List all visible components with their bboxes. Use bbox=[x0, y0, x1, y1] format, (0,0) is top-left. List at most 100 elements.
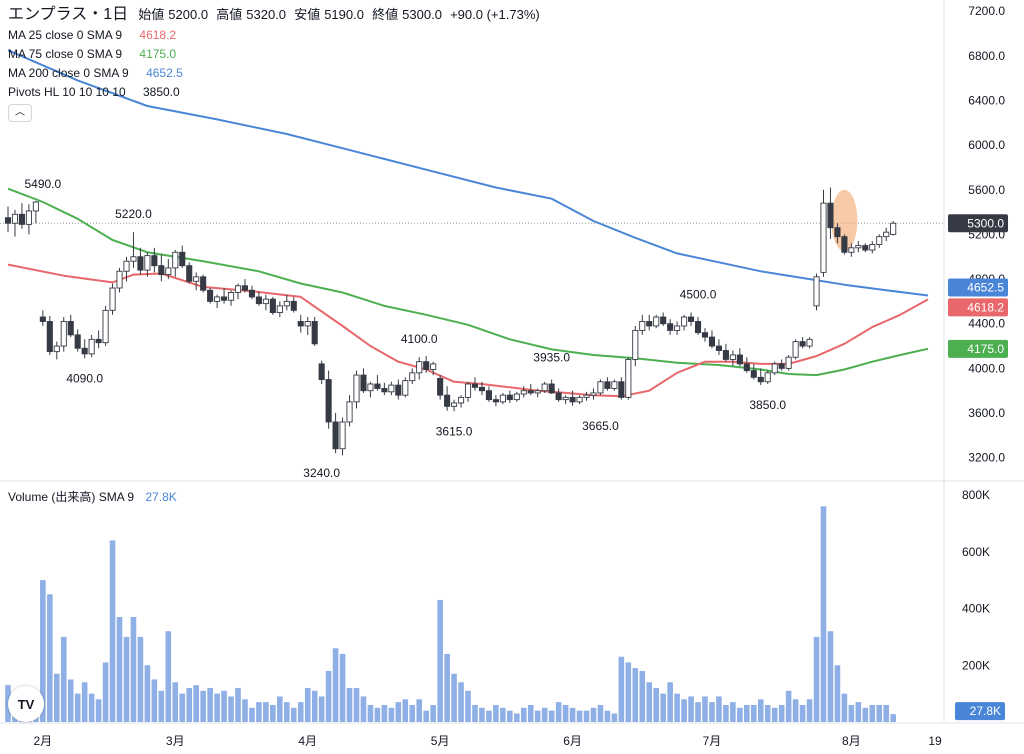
candle-body[interactable] bbox=[88, 338, 95, 355]
candle-body[interactable] bbox=[869, 244, 876, 251]
candle-body[interactable] bbox=[890, 222, 897, 235]
candle-body[interactable] bbox=[562, 396, 569, 401]
candle-body[interactable] bbox=[186, 265, 193, 282]
candle-body[interactable] bbox=[255, 296, 262, 305]
candle-body[interactable] bbox=[444, 394, 451, 407]
candle-body[interactable] bbox=[123, 260, 130, 272]
candle-body[interactable] bbox=[674, 325, 681, 331]
volume-legend[interactable]: Volume (出来高) SMA 9 27.8K bbox=[8, 488, 177, 505]
candle-body[interactable] bbox=[799, 341, 806, 347]
candle-body[interactable] bbox=[841, 236, 848, 253]
candle-body[interactable] bbox=[437, 377, 444, 396]
candle-body[interactable] bbox=[18, 213, 25, 225]
candle-body[interactable] bbox=[520, 390, 527, 395]
tradingview-logo[interactable]: TV bbox=[8, 686, 44, 722]
candle-body[interactable] bbox=[576, 396, 583, 403]
candle-body[interactable] bbox=[527, 390, 534, 394]
candle-body[interactable] bbox=[283, 300, 290, 307]
candle-body[interactable] bbox=[583, 394, 590, 398]
candle-body[interactable] bbox=[555, 392, 562, 401]
candle-body[interactable] bbox=[513, 393, 520, 401]
candle-body[interactable] bbox=[471, 383, 479, 388]
candle-body[interactable] bbox=[200, 276, 207, 291]
symbol-title[interactable]: エンプラス・1日 bbox=[8, 6, 129, 23]
candle-body[interactable] bbox=[458, 396, 465, 404]
candle-body[interactable] bbox=[611, 381, 618, 389]
candle-body[interactable] bbox=[172, 251, 179, 269]
candle-body[interactable] bbox=[771, 363, 778, 374]
candle-body[interactable] bbox=[269, 298, 276, 314]
candle-body[interactable] bbox=[694, 321, 702, 334]
candle-body[interactable] bbox=[736, 354, 743, 365]
candle-body[interactable] bbox=[158, 265, 165, 276]
candle-body[interactable] bbox=[785, 356, 792, 369]
candle-body[interactable] bbox=[478, 386, 486, 392]
candle-body[interactable] bbox=[25, 210, 32, 225]
candle-body[interactable] bbox=[109, 287, 116, 311]
candle-body[interactable] bbox=[764, 372, 771, 383]
candle-body[interactable] bbox=[827, 202, 834, 229]
candle-body[interactable] bbox=[339, 421, 346, 450]
candle-body[interactable] bbox=[667, 323, 674, 331]
candle-body[interactable] bbox=[820, 202, 827, 273]
candle-body[interactable] bbox=[297, 321, 304, 327]
candle-body[interactable] bbox=[430, 363, 437, 370]
candle-body[interactable] bbox=[409, 372, 416, 382]
candle-body[interactable] bbox=[46, 321, 53, 353]
candle-body[interactable] bbox=[646, 321, 653, 327]
candle-body[interactable] bbox=[395, 384, 402, 396]
candle-body[interactable] bbox=[95, 338, 102, 344]
candle-body[interactable] bbox=[590, 392, 597, 396]
candle-body[interactable] bbox=[402, 380, 409, 396]
candle-body[interactable] bbox=[862, 245, 869, 251]
candle-body[interactable] bbox=[4, 217, 12, 224]
candle-body[interactable] bbox=[311, 321, 318, 345]
candle-body[interactable] bbox=[39, 316, 46, 322]
candle-body[interactable] bbox=[227, 292, 235, 301]
candle-body[interactable] bbox=[506, 394, 513, 401]
chevron-up-icon[interactable]: ︿ bbox=[8, 104, 32, 122]
candle-body[interactable] bbox=[688, 316, 695, 322]
candle-body[interactable] bbox=[234, 285, 242, 293]
candle-body[interactable] bbox=[541, 383, 548, 392]
candle-body[interactable] bbox=[722, 350, 729, 360]
candle-body[interactable] bbox=[597, 381, 604, 394]
candle-body[interactable] bbox=[248, 289, 256, 298]
candle-body[interactable] bbox=[492, 399, 499, 403]
candle-body[interactable] bbox=[165, 267, 172, 276]
candle-body[interactable] bbox=[346, 401, 353, 423]
candle-body[interactable] bbox=[81, 347, 88, 355]
candle-body[interactable] bbox=[360, 374, 367, 392]
candle-body[interactable] bbox=[708, 336, 716, 347]
candle-body[interactable] bbox=[241, 285, 249, 291]
candle-body[interactable] bbox=[451, 402, 458, 407]
candle-body[interactable] bbox=[848, 247, 855, 253]
candle-body[interactable] bbox=[318, 363, 325, 380]
candle-body[interactable] bbox=[67, 321, 74, 336]
candle-body[interactable] bbox=[144, 255, 151, 271]
candle-body[interactable] bbox=[207, 289, 214, 302]
candle-body[interactable] bbox=[464, 383, 472, 398]
candle-body[interactable] bbox=[813, 276, 820, 307]
indicator-ma200[interactable]: MA 200 close 0 SMA 9 4652.5 bbox=[8, 64, 544, 83]
candle-body[interactable] bbox=[367, 383, 374, 392]
candle-body[interactable] bbox=[499, 394, 506, 403]
candle-body[interactable] bbox=[625, 358, 632, 398]
candle-body[interactable] bbox=[485, 390, 492, 401]
candle-body[interactable] bbox=[116, 270, 123, 289]
candle-body[interactable] bbox=[32, 201, 39, 212]
candle-body[interactable] bbox=[388, 384, 395, 393]
candle-body[interactable] bbox=[276, 305, 283, 314]
candle-body[interactable] bbox=[374, 383, 381, 389]
candle-body[interactable] bbox=[193, 276, 200, 282]
candle-body[interactable] bbox=[332, 421, 339, 450]
candle-body[interactable] bbox=[632, 329, 639, 360]
candle-body[interactable] bbox=[778, 363, 785, 369]
candle-body[interactable] bbox=[604, 381, 611, 389]
candle-body[interactable] bbox=[792, 341, 799, 358]
candle-body[interactable] bbox=[701, 332, 709, 338]
candle-body[interactable] bbox=[74, 334, 81, 349]
candle-body[interactable] bbox=[325, 379, 332, 423]
candle-body[interactable] bbox=[743, 363, 750, 372]
candle-body[interactable] bbox=[834, 227, 841, 238]
